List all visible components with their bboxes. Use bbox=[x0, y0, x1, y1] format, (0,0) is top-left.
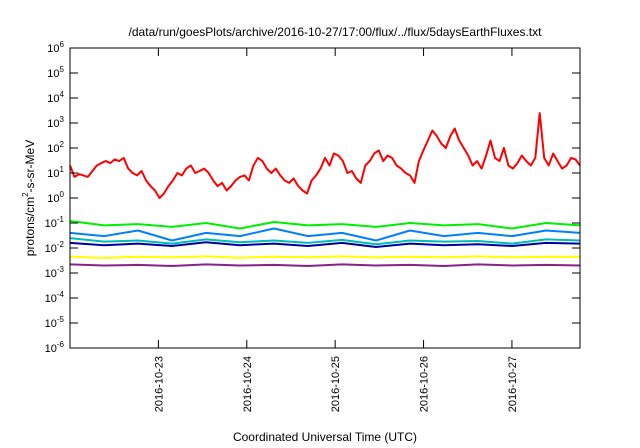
y-axis-label-base: protons/cm bbox=[23, 197, 37, 256]
series-line-1 bbox=[69, 220, 581, 230]
y-tick-label: 101 bbox=[47, 165, 64, 180]
plot-frame bbox=[69, 47, 581, 349]
y-tick-label: 10-2 bbox=[45, 240, 65, 255]
series-line-5 bbox=[69, 255, 581, 259]
series-line-3 bbox=[69, 237, 581, 246]
x-tick-label: 2016-10-25 bbox=[330, 356, 342, 412]
y-axis-label-rest: -s-sr-MeV bbox=[23, 140, 37, 193]
series-line-6 bbox=[69, 263, 581, 267]
x-axis-label: Coordinated Universal Time (UTC) bbox=[233, 430, 417, 444]
x-tick-label: 2016-10-24 bbox=[242, 356, 254, 412]
y-axis-label: protons/cm2-s-sr-MeV bbox=[21, 140, 37, 256]
series-line-4 bbox=[69, 241, 581, 248]
y-tick-label: 105 bbox=[47, 65, 64, 80]
y-tick-label: 10-1 bbox=[45, 215, 65, 230]
y-tick-label: 102 bbox=[47, 140, 64, 155]
ylabel-group: protons/cm2-s-sr-MeV bbox=[21, 140, 37, 256]
chart-title: /data/run/goesPlots/archive/2016-10-27/1… bbox=[129, 25, 543, 39]
axis-layer bbox=[70, 47, 580, 349]
x-tick-label: 2016-10-27 bbox=[507, 356, 519, 412]
series-line-0 bbox=[69, 112, 581, 199]
y-tick-labels: 10-6 10-5 10-4 10-3 10-2 10-1 100 101 102 103 104 1… bbox=[45, 40, 65, 355]
series-layer bbox=[69, 112, 581, 267]
x-tick-label: 2016-10-23 bbox=[153, 356, 165, 412]
x-tick-labels: 2016-10-23 2016-10-24 2016-10-25 2016-10-26… bbox=[153, 356, 519, 412]
y-tick-label: 10-5 bbox=[45, 315, 65, 330]
y-tick-label: 100 bbox=[47, 190, 64, 205]
y-axis-label-sup: 2 bbox=[21, 192, 30, 197]
y-tick-label: 106 bbox=[47, 40, 64, 55]
y-tick-label: 103 bbox=[47, 115, 64, 130]
series-line-2 bbox=[69, 227, 581, 242]
y-tick-label: 10-6 bbox=[45, 340, 65, 355]
y-tick-label: 10-3 bbox=[45, 265, 65, 280]
y-tick-label: 104 bbox=[47, 90, 64, 105]
x-tick-label: 2016-10-26 bbox=[419, 356, 431, 412]
y-tick-label: 10-4 bbox=[45, 290, 65, 305]
